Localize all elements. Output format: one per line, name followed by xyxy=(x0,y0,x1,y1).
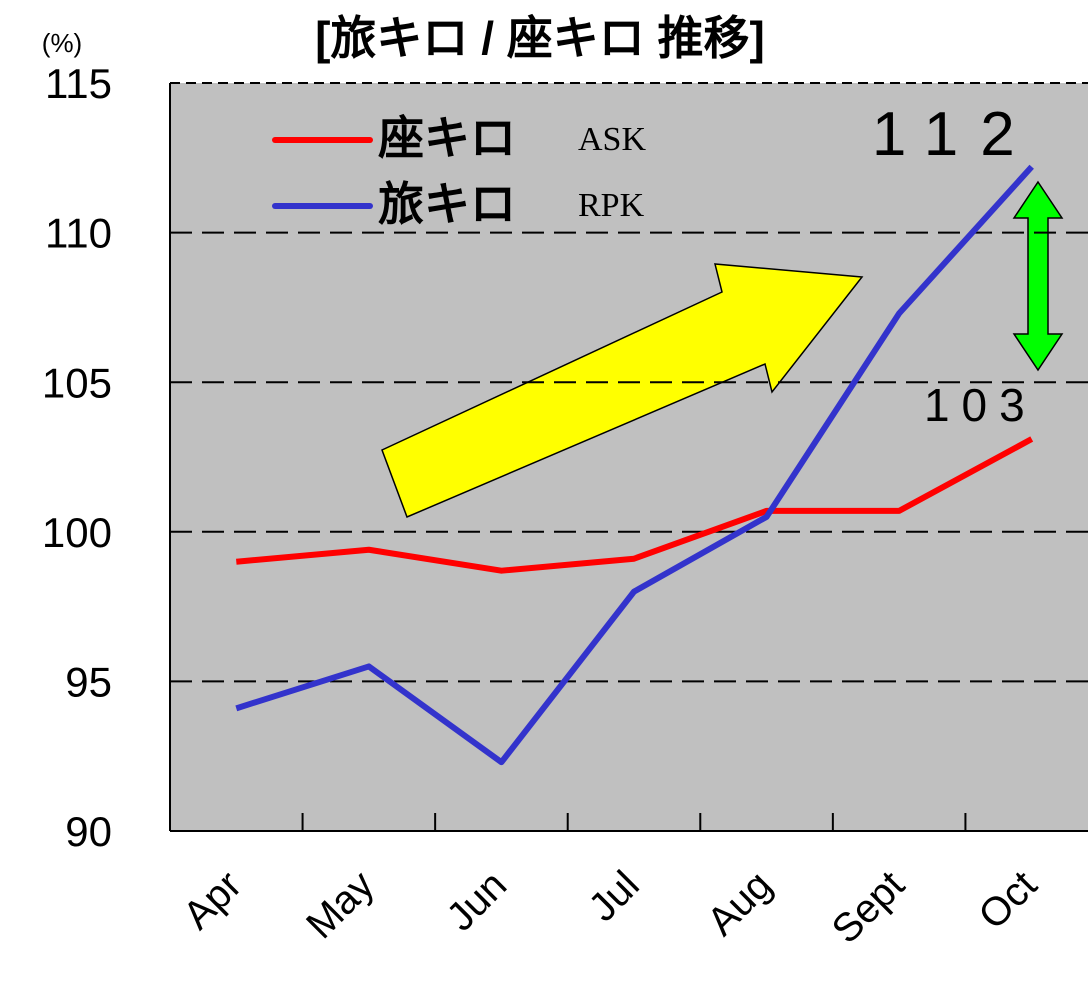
legend-code: ASK xyxy=(578,121,646,158)
legend-label: 座キロ xyxy=(378,112,516,164)
y-tick-label: 115 xyxy=(45,60,112,107)
data-label: 112 xyxy=(872,100,1037,169)
line xyxy=(235,164,1034,766)
y-tick-label: 90 xyxy=(65,808,112,855)
x-tick-label: Jun xyxy=(439,863,516,940)
y-tick-label: 100 xyxy=(42,509,112,556)
x-tick-label: Jul xyxy=(581,863,648,930)
line xyxy=(236,436,1034,574)
x-tick-label: Oct xyxy=(970,863,1045,938)
chart-title: [旅キロ / 座キロ 推移] xyxy=(315,12,765,64)
data-label: 103 xyxy=(924,379,1037,431)
y-tick-label: 105 xyxy=(42,359,112,406)
gap-arrow xyxy=(1012,180,1064,372)
x-tick-label: Sept xyxy=(824,863,913,952)
y-tick-label: 95 xyxy=(65,658,112,705)
legend-label: 旅キロ xyxy=(378,178,516,230)
x-tick-label: May xyxy=(298,863,383,948)
y-tick-label: 110 xyxy=(45,210,112,257)
y-unit: (%) xyxy=(42,28,82,58)
x-tick-label: Apr xyxy=(175,863,250,938)
x-tick-label: Aug xyxy=(699,863,780,944)
series-group xyxy=(235,164,1034,766)
trend-arrow xyxy=(381,263,864,518)
legend-code: RPK xyxy=(578,187,645,224)
